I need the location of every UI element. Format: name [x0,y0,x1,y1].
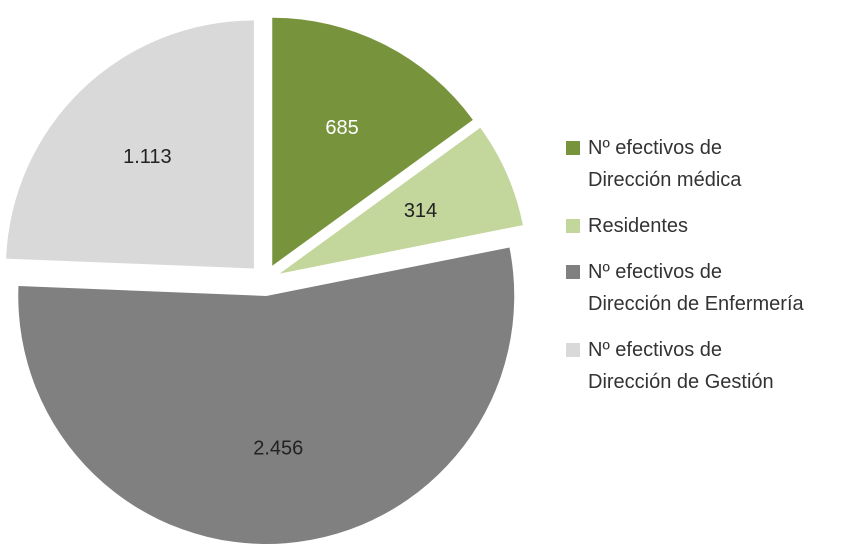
legend-label: Nº efectivos de Dirección de Enfermería [588,261,804,315]
legend-swatch [566,141,580,155]
pie-slice [18,247,515,544]
legend-label: Nº efectivos de Dirección de Gestión [588,339,774,393]
legend-item: Nº efectivos de Dirección de Gestión [566,334,856,398]
legend-swatch [566,343,580,357]
legend-item: Nº efectivos de Dirección de Enfermería [566,256,856,320]
pie-area: 685 314 2.456 1.113 [6,17,523,544]
legend-item: Residentes [566,210,856,242]
data-label: 314 [404,200,437,222]
legend: Nº efectivos de Dirección médica Resident… [566,132,856,412]
legend-label: Nº efectivos de Dirección médica [588,137,742,191]
data-label: 2.456 [253,438,303,460]
data-label: 685 [325,117,358,139]
legend-item: Nº efectivos de Dirección médica [566,132,856,196]
legend-label: Residentes [588,215,689,237]
legend-swatch [566,219,580,233]
pie-slice [6,20,254,269]
pie-slice [272,17,473,266]
pie-slice [279,127,523,274]
data-label: 1.113 [123,146,172,168]
legend-swatch [566,265,580,279]
